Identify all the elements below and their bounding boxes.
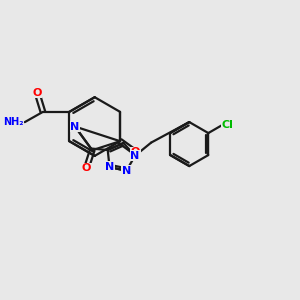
Text: Cl: Cl bbox=[222, 120, 233, 130]
Text: NH₂: NH₂ bbox=[3, 117, 23, 127]
Text: O: O bbox=[131, 147, 140, 158]
Text: N: N bbox=[70, 122, 80, 131]
Text: N: N bbox=[122, 166, 131, 176]
Text: N: N bbox=[105, 162, 114, 172]
Text: O: O bbox=[32, 88, 42, 98]
Text: N: N bbox=[130, 151, 140, 161]
Text: O: O bbox=[82, 164, 91, 173]
